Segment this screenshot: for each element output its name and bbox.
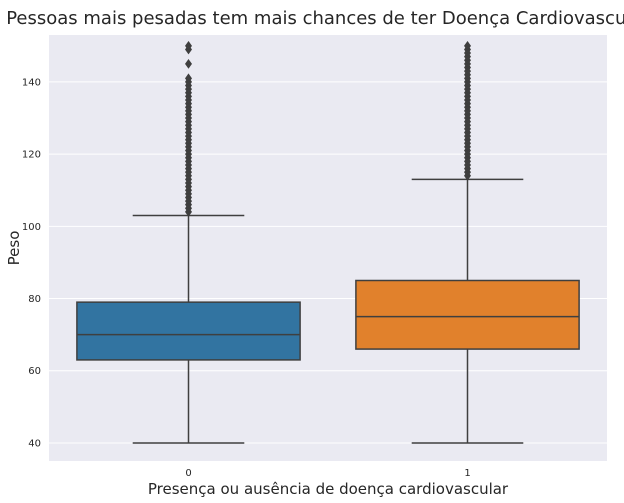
- iqr-box: [76, 301, 301, 361]
- plot-background: [49, 35, 607, 461]
- x-tick-label: 1: [464, 468, 470, 479]
- y-tick-label: 100: [22, 222, 41, 233]
- outlier-point: [185, 58, 192, 69]
- box-1: [355, 40, 580, 444]
- boxes-layer: [76, 40, 580, 444]
- y-tick-labels: 40 60 80 100 120 140: [22, 77, 41, 449]
- x-tick-label: 0: [185, 468, 191, 479]
- outlier-point: [185, 40, 192, 51]
- y-tick-label: 140: [22, 77, 41, 88]
- box-0: [76, 40, 301, 444]
- y-tick-label: 120: [22, 150, 41, 161]
- outlier-point: [464, 40, 471, 51]
- y-tick-label: 80: [28, 294, 41, 305]
- iqr-box: [355, 279, 580, 350]
- y-tick-label: 60: [28, 366, 41, 377]
- y-tick-label: 40: [28, 438, 41, 449]
- chart-title: Pessoas mais pesadas tem mais chances de…: [6, 8, 624, 29]
- y-axis-label: Peso: [5, 231, 23, 266]
- outlier-point: [185, 73, 192, 84]
- x-axis-label: Presença ou ausência de doença cardiovas…: [148, 480, 509, 498]
